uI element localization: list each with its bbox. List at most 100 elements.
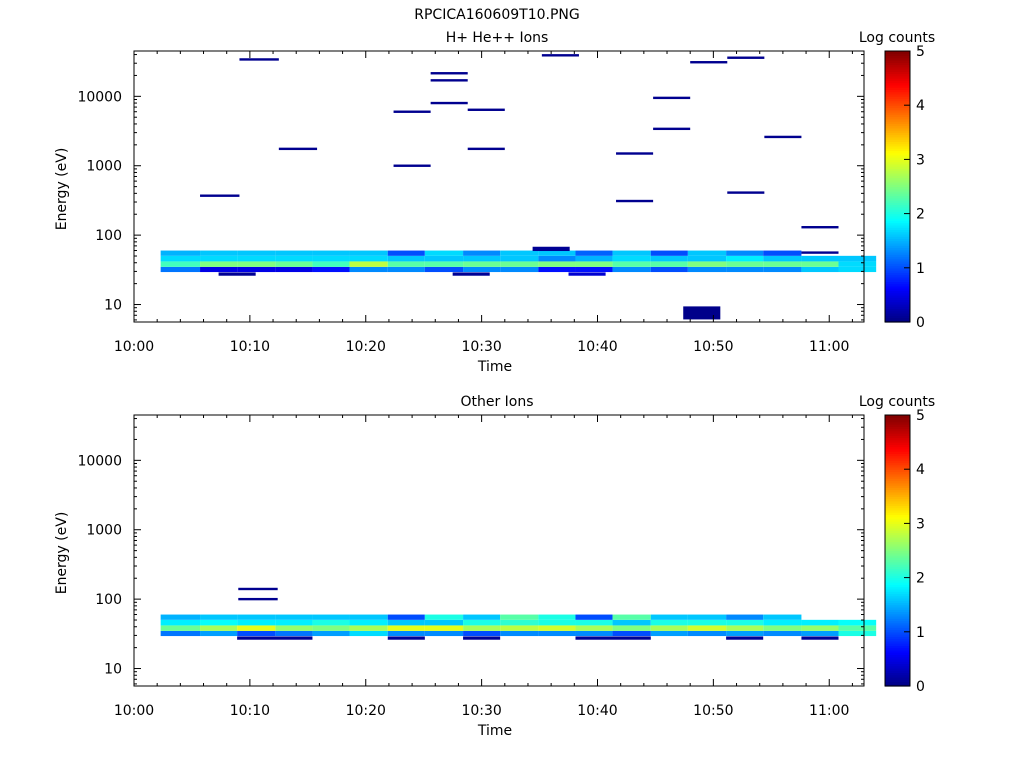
colorbar-band	[885, 505, 910, 509]
y-axis-label: Energy (eV)	[54, 148, 70, 231]
heatmap-cell	[726, 636, 764, 640]
colorbar-band	[885, 247, 910, 251]
colorbar-band	[885, 256, 910, 260]
colorbar-band	[885, 310, 910, 314]
heatmap-cell	[237, 250, 276, 256]
heatmap-cell	[237, 630, 276, 637]
y-tick-label: 1000	[86, 523, 122, 539]
colorbar-band	[885, 152, 910, 156]
count-segment	[616, 152, 654, 155]
heatmap-cell	[650, 619, 688, 626]
heatmap-cell	[687, 250, 727, 256]
heatmap-cell	[575, 255, 613, 262]
heatmap-cell	[500, 255, 539, 262]
heatmap-cell	[160, 630, 201, 637]
heatmap-cell	[237, 636, 313, 640]
colorbar-band	[885, 102, 910, 106]
colorbar-band	[885, 433, 910, 436]
colorbar-band	[885, 491, 910, 495]
heatmap-cell	[160, 625, 201, 631]
heatmap-cell	[500, 614, 539, 620]
heatmap-cell	[801, 619, 839, 626]
heatmap-cell	[612, 255, 651, 262]
colorbar-band	[885, 114, 910, 118]
heatmap-cell	[349, 266, 388, 273]
colorbar-band	[885, 175, 910, 179]
colorbar-band	[885, 437, 910, 441]
colorbar-band	[885, 593, 910, 597]
colorbar-frame	[884, 50, 911, 323]
colorbar-band	[885, 487, 910, 491]
colorbar-band	[885, 96, 910, 100]
colorbar-band	[885, 145, 910, 149]
colorbar-band	[885, 523, 910, 527]
heatmap-cell	[275, 255, 313, 262]
colorbar-band	[885, 525, 910, 529]
heatmap-cell	[312, 266, 350, 273]
heatmap-cell	[452, 272, 490, 276]
colorbar-band	[885, 602, 910, 606]
count-segment	[541, 54, 579, 57]
colorbar-band	[885, 73, 910, 77]
heatmap-cell	[650, 625, 688, 631]
heatmap-cell	[424, 250, 464, 256]
colorbar-band	[885, 306, 910, 310]
colorbar-band	[885, 283, 910, 287]
heatmap-cell	[650, 614, 688, 620]
colorbar-band	[885, 184, 910, 188]
colorbar-band	[885, 541, 910, 545]
heatmap-cell	[424, 255, 464, 262]
colorbar-band	[885, 143, 910, 147]
heatmap-cell	[838, 625, 877, 631]
heatmap-cell	[650, 255, 688, 262]
colorbar-band	[885, 66, 910, 70]
colorbar-band	[885, 93, 910, 97]
colorbar-band	[885, 482, 910, 486]
colorbar-band	[885, 78, 910, 81]
colorbar-band	[885, 170, 910, 174]
heatmap-cell	[726, 266, 764, 273]
colorbar-band	[885, 292, 910, 296]
heatmap-cell	[612, 619, 651, 626]
colorbar-band	[885, 448, 910, 452]
x-tick-label: 10:10	[230, 703, 270, 719]
count-segment	[393, 164, 431, 167]
colorbar-band	[885, 141, 910, 145]
colorbar-band	[885, 480, 910, 484]
heatmap-cell	[726, 619, 764, 626]
heatmap-cell	[424, 266, 464, 273]
colorbar-band	[885, 251, 910, 255]
heatmap-cell	[726, 630, 764, 637]
heatmap-cell	[312, 630, 350, 637]
x-tick-label: 10:00	[114, 339, 154, 355]
panel-title: Other Ions	[460, 394, 533, 410]
heatmap-cell	[650, 250, 688, 256]
colorbar-band	[885, 509, 910, 513]
heatmap-cell	[687, 630, 727, 637]
count-segment	[467, 108, 505, 111]
plot-frame	[133, 50, 865, 323]
colorbar-band	[885, 588, 910, 592]
colorbar-band	[885, 100, 910, 104]
heatmap-cell	[275, 619, 313, 626]
y-tick-label: 10000	[77, 89, 122, 105]
colorbar-band	[885, 500, 910, 504]
heatmap-cell	[687, 619, 727, 626]
heatmap-cell	[650, 630, 688, 637]
heatmap-cell	[387, 255, 425, 262]
heatmap-cell	[275, 625, 313, 631]
colorbar-band	[885, 258, 910, 262]
heatmap-cell	[650, 266, 688, 273]
colorbar-band	[885, 676, 910, 680]
colorbar-band	[885, 473, 910, 477]
colorbar-band	[885, 444, 910, 448]
heatmap-cell	[726, 255, 764, 262]
count-segment	[764, 135, 802, 139]
colorbar-band	[885, 154, 910, 158]
colorbar-band	[885, 288, 910, 291]
heatmap-cell	[650, 261, 688, 267]
heatmap-cell	[275, 630, 313, 637]
heatmap-cell	[312, 614, 350, 620]
colorbar-tick-label: 2	[916, 571, 925, 587]
colorbar-band	[885, 80, 910, 84]
